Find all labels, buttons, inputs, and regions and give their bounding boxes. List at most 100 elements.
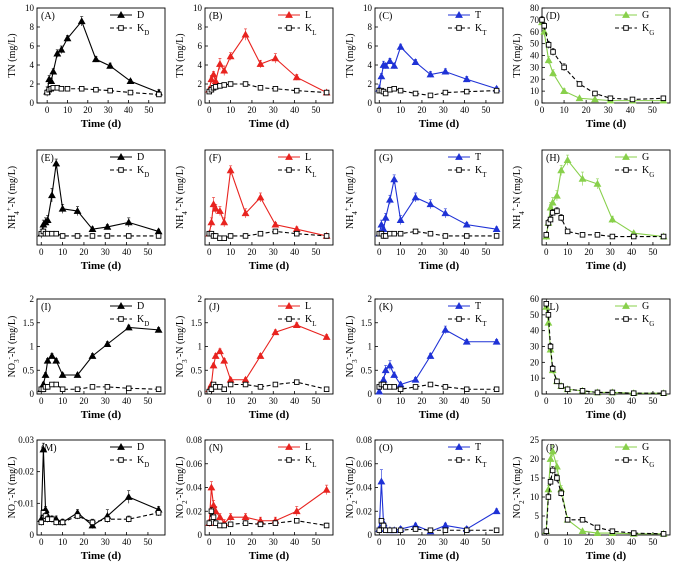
x-tick-label: 0 (377, 396, 382, 406)
x-axis-label: Time (d) (249, 550, 290, 562)
data-point (579, 388, 586, 394)
data-point (206, 520, 213, 526)
data-point (89, 233, 96, 239)
x-tick-label: 0 (207, 396, 212, 406)
y-tick-label: 0 (368, 530, 373, 540)
legend-entry: T (448, 10, 481, 21)
data-point (88, 351, 97, 359)
data-point (89, 519, 96, 526)
data-point (73, 370, 82, 378)
x-tick-label: 40 (290, 537, 300, 547)
data-point (208, 508, 215, 515)
series-t (375, 42, 501, 93)
plot-frame (541, 439, 671, 536)
data-point (563, 156, 572, 164)
series-l (205, 481, 331, 527)
data-point (386, 195, 394, 203)
legend-label: G (642, 152, 649, 163)
data-point (609, 389, 616, 396)
series-line (208, 487, 327, 524)
series-k-t (376, 518, 500, 534)
data-point (493, 386, 500, 393)
legend-label: D (137, 152, 144, 163)
y-tick-label: 50 (530, 39, 540, 49)
data-point (272, 520, 279, 526)
legend-entry: KG (615, 23, 654, 37)
legend-label: KT (475, 165, 487, 179)
data-point (221, 522, 227, 529)
legend-label: KT (475, 314, 487, 328)
x-axis-label: Time (d) (249, 260, 290, 272)
data-point (397, 87, 404, 94)
data-point (397, 386, 404, 393)
data-point (59, 519, 66, 526)
data-point (660, 390, 667, 396)
y-tick-label: 1 (198, 342, 203, 352)
x-tick-label: 30 (101, 537, 111, 547)
y-axis-label: NO3--N (mg/L) (5, 316, 21, 378)
data-point (242, 81, 249, 87)
legend-marker (456, 167, 462, 173)
y-tick-label: 0.03 (18, 435, 34, 445)
x-tick-label: 20 (79, 247, 89, 257)
data-point (564, 228, 571, 235)
y-axis-label: NH4+-N (mg/L) (173, 166, 189, 229)
data-point (43, 216, 52, 223)
data-point (492, 507, 501, 515)
y-tick-label: 10 (193, 3, 203, 13)
x-tick-label: 10 (226, 105, 236, 115)
legend-marker (623, 457, 629, 463)
data-point (292, 507, 301, 515)
y-tick-label: 10 (530, 492, 540, 502)
plot-frame (204, 7, 334, 104)
data-point (209, 361, 218, 369)
data-point (630, 530, 637, 536)
plot-frame (204, 149, 334, 246)
panel-letter: (H) (546, 153, 560, 164)
x-tick-label: 50 (311, 247, 321, 257)
data-point (256, 193, 265, 201)
y-tick-label: 8 (198, 22, 203, 32)
x-tick-label: 20 (247, 537, 257, 547)
plot-frame (541, 7, 671, 104)
x-tick-label: 0 (544, 537, 549, 547)
x-tick-label: 10 (396, 537, 406, 547)
series-k-d (44, 85, 162, 98)
y-tick-label: 4 (30, 60, 35, 70)
data-point (78, 85, 85, 92)
data-point (630, 390, 637, 396)
x-tick-label: 20 (584, 537, 594, 547)
y-tick-label: 0.08 (186, 435, 202, 445)
data-point (241, 513, 250, 521)
data-point (543, 301, 550, 307)
data-point (375, 387, 384, 395)
legend-entry: KD (110, 455, 149, 469)
data-point (546, 454, 555, 462)
series-line (40, 511, 159, 523)
x-axis-label: Time (d) (586, 409, 627, 421)
data-point (391, 384, 397, 390)
data-point (124, 492, 133, 500)
y-tick-label: 2 (368, 79, 373, 89)
data-point (549, 467, 556, 474)
y-tick-label: 0 (30, 389, 35, 399)
data-point (257, 230, 264, 237)
legend-entry: KT (448, 165, 487, 179)
data-point (548, 447, 557, 455)
panel-letter: (L) (546, 302, 559, 313)
x-tick-label: 10 (226, 247, 236, 257)
panel-letter: (C) (379, 11, 392, 22)
panel-letter: (O) (379, 443, 393, 454)
legend-entry: D (110, 442, 144, 453)
y-axis-label: NH4+-N (mg/L) (510, 166, 526, 229)
x-tick-label: 20 (247, 247, 257, 257)
legend-label: KT (475, 455, 487, 469)
panel-letter: (M) (41, 443, 57, 454)
x-tick-label: 40 (122, 537, 132, 547)
plot-frame (36, 298, 166, 395)
series-l (205, 165, 331, 239)
legend-entry: KL (278, 455, 317, 469)
data-point (103, 222, 112, 230)
data-point (103, 340, 112, 347)
